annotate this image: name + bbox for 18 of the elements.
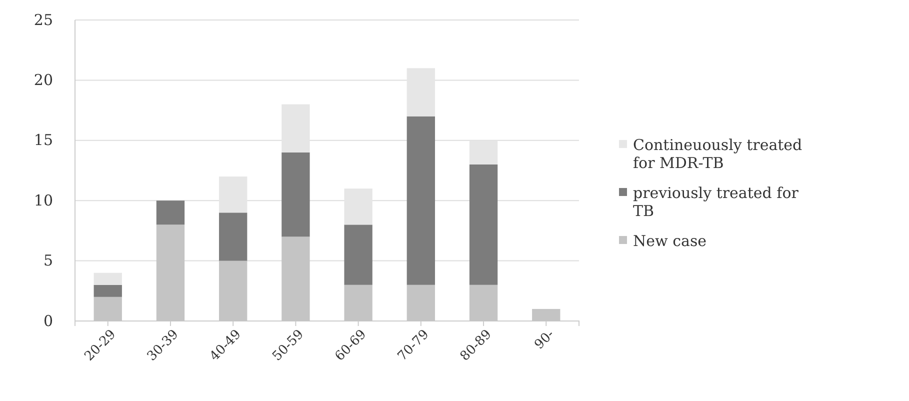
legend-label: Contineuously treated for MDR-TB <box>633 136 803 172</box>
y-tick-label: 20 <box>34 71 53 89</box>
y-tick-label: 25 <box>34 10 53 29</box>
bar <box>469 164 498 285</box>
y-tick-label: 10 <box>34 191 53 210</box>
bar <box>219 212 248 261</box>
bar <box>94 272 122 285</box>
y-tick-label: 5 <box>43 252 53 270</box>
bar <box>406 116 435 285</box>
bar <box>344 224 372 285</box>
bar <box>282 152 310 237</box>
bar <box>94 284 122 297</box>
bar <box>156 200 185 225</box>
y-tick-label: 0 <box>43 312 53 330</box>
y-tick-label: 15 <box>34 131 53 150</box>
legend-label: previously treated for TB <box>633 184 800 220</box>
x-tick-label: 90- <box>532 327 558 353</box>
legend-label: New case <box>633 232 707 250</box>
